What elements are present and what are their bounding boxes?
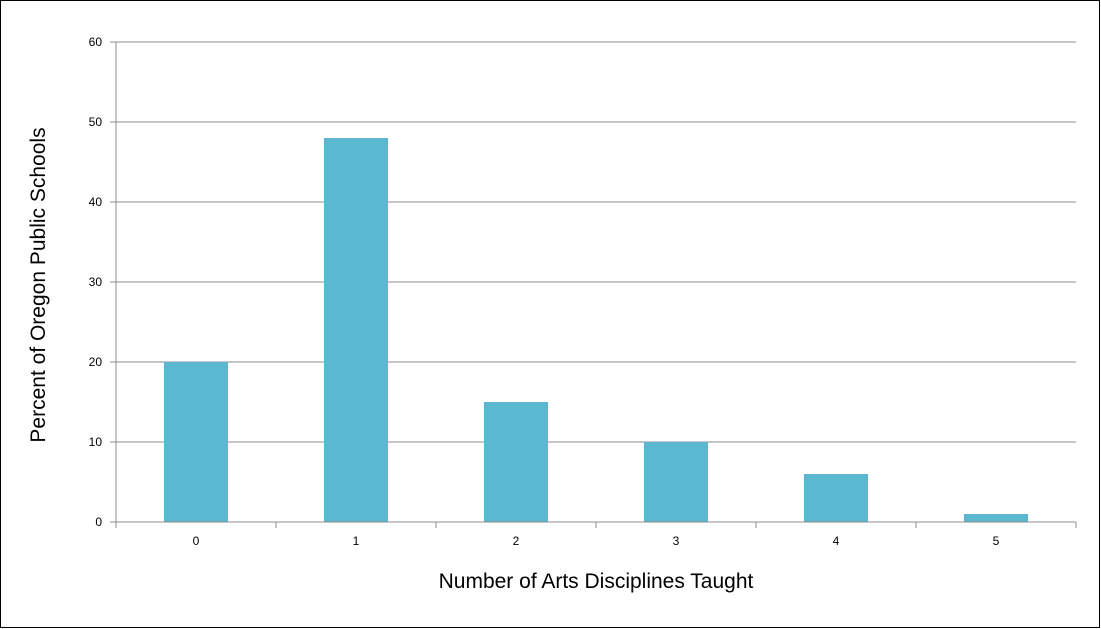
x-tick-label: 0 <box>193 534 200 548</box>
x-tick-labels: 0 1 2 3 4 5 <box>193 534 1000 548</box>
x-tick-label: 4 <box>833 534 840 548</box>
bar-2 <box>484 402 548 522</box>
y-tick-labels: 0 10 20 30 40 50 60 <box>89 35 103 529</box>
x-axis-title: Number of Arts Disciplines Taught <box>439 570 754 593</box>
bar-0 <box>164 362 228 522</box>
y-axis-title: Percent of Oregon Public Schools <box>27 127 50 442</box>
axes <box>110 41 1077 528</box>
y-tick-label: 30 <box>89 275 103 289</box>
x-tick-label: 3 <box>673 534 680 548</box>
x-tick-label: 5 <box>993 534 1000 548</box>
bar-5 <box>964 514 1028 522</box>
y-tick-label: 10 <box>89 435 103 449</box>
bar-3 <box>644 442 708 522</box>
bars <box>164 138 1028 522</box>
gridlines <box>116 41 1076 443</box>
y-tick-label: 0 <box>95 515 102 529</box>
bar-1 <box>324 138 388 522</box>
y-tick-label: 50 <box>89 115 103 129</box>
x-tick-label: 2 <box>513 534 520 548</box>
y-tick-label: 60 <box>89 35 103 49</box>
y-tick-label: 20 <box>89 355 103 369</box>
y-tick-label: 40 <box>89 195 103 209</box>
x-tick-label: 1 <box>353 534 360 548</box>
bar-4 <box>804 474 868 522</box>
